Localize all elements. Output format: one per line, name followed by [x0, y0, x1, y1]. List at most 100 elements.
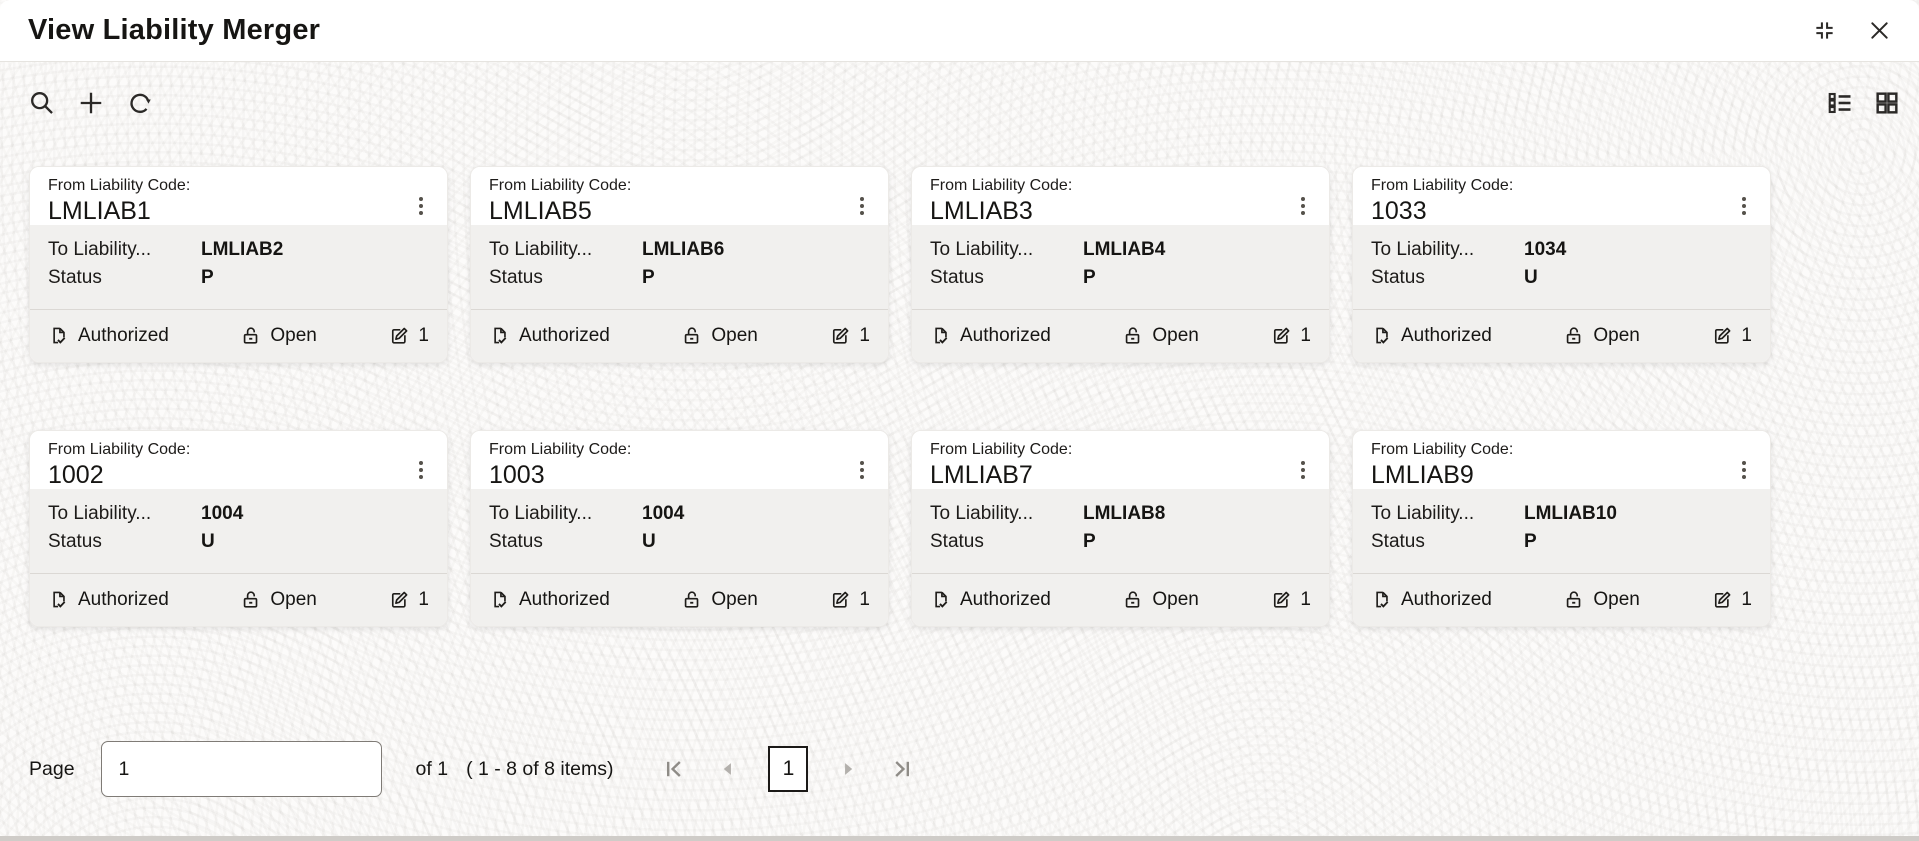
card-menu-button[interactable]: [1732, 191, 1756, 221]
to-liability-row: To Liability... 1004: [48, 500, 429, 528]
view-toggle-group: [1824, 87, 1903, 119]
close-button[interactable]: [1866, 17, 1893, 44]
edit-count-button[interactable]: 1: [1270, 325, 1311, 347]
edit-count-value: 1: [1741, 589, 1752, 610]
refresh-button[interactable]: [124, 87, 156, 119]
unlock-open-icon: [244, 591, 258, 608]
from-liability-code-label: From Liability Code:: [489, 441, 632, 458]
open-label: Open: [1152, 325, 1199, 346]
to-liability-value: LMLIAB4: [1083, 239, 1166, 260]
from-liability-code-value: 1003: [489, 461, 545, 489]
card-header: From Liability Code: LMLIAB5: [471, 167, 888, 225]
window-actions: [1811, 17, 1893, 44]
to-liability-row: To Liability... LMLIAB6: [489, 236, 870, 264]
liability-merger-card: From Liability Code: 1002 To Liability..…: [29, 430, 448, 627]
record-status: Open: [681, 325, 758, 347]
liability-merger-card: From Liability Code: LMLIAB5 To Liabilit…: [470, 166, 889, 363]
list-view-button[interactable]: [1824, 87, 1856, 119]
record-status: Open: [1563, 325, 1640, 347]
page-title: View Liability Merger: [28, 14, 321, 46]
status-label: Status: [489, 531, 543, 552]
edit-count-button[interactable]: 1: [388, 325, 429, 347]
status-label: Status: [930, 531, 984, 552]
edit-icon: [1274, 591, 1290, 608]
status-label: Status: [1371, 267, 1425, 288]
status-value: P: [201, 267, 214, 288]
to-liability-row: To Liability... 1004: [489, 500, 870, 528]
card-menu-button[interactable]: [1291, 455, 1315, 485]
status-label: Status: [1371, 531, 1425, 552]
current-page-indicator[interactable]: 1: [768, 746, 809, 792]
edit-count-button[interactable]: 1: [388, 589, 429, 611]
card-menu-button[interactable]: [409, 191, 433, 221]
authorized-label: Authorized: [1401, 589, 1492, 610]
from-liability-code-value: 1002: [48, 461, 104, 489]
authorized-doc-check-icon: [494, 591, 507, 608]
edit-count-button[interactable]: 1: [829, 589, 870, 611]
status-label: Status: [48, 267, 102, 288]
record-status: Open: [681, 589, 758, 611]
record-status: Open: [240, 589, 317, 611]
to-liability-value: 1034: [1524, 239, 1567, 260]
record-status: Open: [1122, 325, 1199, 347]
unlock-open-icon: [1126, 591, 1140, 608]
authorization-status: Authorized: [1371, 325, 1492, 347]
to-liability-label: To Liability...: [930, 239, 1034, 260]
card-footer: Authorized Open 1: [30, 309, 447, 362]
edit-count-button[interactable]: 1: [1711, 325, 1752, 347]
open-label: Open: [270, 589, 317, 610]
card-menu-button[interactable]: [850, 455, 874, 485]
liability-merger-card: From Liability Code: LMLIAB7 To Liabilit…: [911, 430, 1330, 627]
authorization-status: Authorized: [1371, 589, 1492, 611]
to-liability-label: To Liability...: [1371, 239, 1475, 260]
to-liability-label: To Liability...: [489, 503, 593, 524]
card-details: To Liability... 1004 Status U: [471, 489, 888, 573]
card-menu-button[interactable]: [1291, 191, 1315, 221]
edit-count-value: 1: [418, 589, 429, 610]
search-button[interactable]: [26, 87, 58, 119]
liability-merger-card: From Liability Code: LMLIAB1 To Liabilit…: [29, 166, 448, 363]
to-liability-label: To Liability...: [930, 503, 1034, 524]
edit-count-value: 1: [1300, 589, 1311, 610]
status-value: U: [1524, 267, 1538, 288]
last-page-button[interactable]: [888, 755, 916, 783]
to-liability-row: To Liability... LMLIAB4: [930, 236, 1311, 264]
card-menu-button[interactable]: [1732, 455, 1756, 485]
grid-view-button[interactable]: [1871, 87, 1903, 119]
unlock-open-icon: [1567, 591, 1581, 608]
page-number-input[interactable]: [100, 741, 382, 797]
to-liability-row: To Liability... LMLIAB2: [48, 236, 429, 264]
to-liability-value: 1004: [201, 503, 244, 524]
unlock-open-icon: [244, 327, 258, 344]
from-liability-code-value: LMLIAB1: [48, 197, 151, 225]
window-bottom-edge: [0, 836, 1919, 841]
card-footer: Authorized Open 1: [912, 573, 1329, 626]
from-liability-code-value: LMLIAB5: [489, 197, 592, 225]
card-details: To Liability... LMLIAB8 Status P: [912, 489, 1329, 573]
status-label: Status: [48, 531, 102, 552]
from-liability-code-label: From Liability Code:: [1371, 441, 1514, 458]
from-liability-code-value: LMLIAB3: [930, 197, 1033, 225]
to-liability-value: LMLIAB6: [642, 239, 725, 260]
previous-page-button[interactable]: [715, 756, 741, 782]
card-menu-button[interactable]: [409, 455, 433, 485]
edit-count-button[interactable]: 1: [1711, 589, 1752, 611]
refresh-icon: [130, 93, 151, 113]
authorized-doc-check-icon: [494, 327, 507, 344]
record-status: Open: [240, 325, 317, 347]
authorized-label: Authorized: [78, 325, 169, 346]
edit-count-button[interactable]: 1: [1270, 589, 1311, 611]
status-row: Status U: [48, 528, 429, 556]
card-menu-button[interactable]: [850, 191, 874, 221]
next-page-button[interactable]: [835, 756, 861, 782]
edit-icon: [1715, 327, 1731, 344]
collapse-window-button[interactable]: [1811, 17, 1838, 44]
edit-count-button[interactable]: 1: [829, 325, 870, 347]
window-titlebar: View Liability Merger: [0, 0, 1919, 62]
open-label: Open: [711, 325, 758, 346]
status-row: Status P: [930, 528, 1311, 556]
authorized-doc-check-icon: [53, 327, 66, 344]
first-page-button[interactable]: [660, 755, 688, 783]
to-liability-row: To Liability... LMLIAB8: [930, 500, 1311, 528]
add-button[interactable]: [75, 87, 107, 119]
